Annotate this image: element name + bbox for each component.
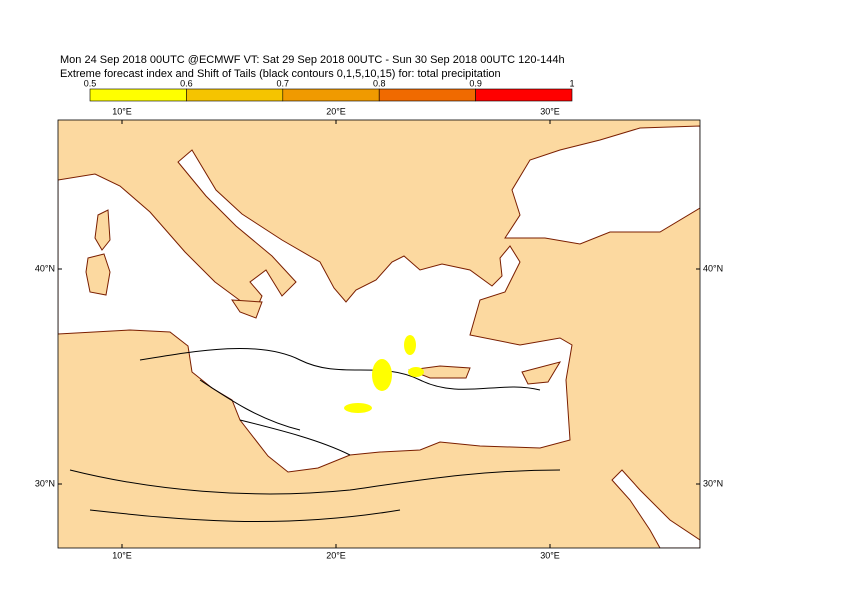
- lat-label: 30°N: [703, 478, 723, 488]
- lon-label: 30°E: [540, 106, 560, 116]
- colorbar-segment: [186, 88, 284, 102]
- lon-label: 10°E: [112, 106, 132, 116]
- map-axes: 10°E 10°E 20°E 20°E 30°E 30°E 40°N 40°N 30°N 30°N: [35, 106, 723, 560]
- map-frame: [57, 119, 701, 549]
- colorbar-label: 0.7: [277, 78, 290, 88]
- lon-label: 20°E: [326, 106, 346, 116]
- efi-area: [408, 367, 424, 377]
- island: [521, 361, 562, 385]
- colorbar: 0.5 0.6 0.7 0.8 0.9 1: [84, 78, 575, 102]
- island: [94, 209, 111, 251]
- red-sea: [611, 469, 700, 548]
- colorbar-label: 0.9: [469, 78, 482, 88]
- lon-label: 30°E: [540, 550, 560, 560]
- black-sea: [504, 125, 700, 245]
- lon-label: 20°E: [326, 550, 346, 560]
- island: [231, 299, 263, 319]
- mediterranean-sea: [58, 149, 573, 473]
- contour: [139, 348, 541, 456]
- colorbar-label: 1: [569, 78, 574, 88]
- colorbar-segment: [378, 88, 476, 102]
- efi-area: [404, 335, 416, 355]
- lon-label: 10°E: [112, 550, 132, 560]
- subtitle-line: Extreme forecast index and Shift of Tail…: [60, 68, 501, 80]
- island: [85, 253, 111, 296]
- colorbar-label: 0.6: [180, 78, 193, 88]
- map: [58, 120, 700, 548]
- contour: [69, 469, 561, 523]
- colorbar-segment: [282, 88, 380, 102]
- colorbar-label: 0.5: [84, 78, 97, 88]
- lat-label: 30°N: [35, 478, 55, 488]
- lat-label: 40°N: [35, 263, 55, 273]
- title-line: Mon 24 Sep 2018 00UTC @ECMWF VT: Sat 29 …: [60, 54, 565, 66]
- efi-area: [372, 359, 392, 391]
- colorbar-segment: [475, 88, 573, 102]
- colorbar-segment: [89, 88, 187, 102]
- island: [408, 365, 471, 379]
- efi-area: [344, 403, 372, 413]
- lat-label: 40°N: [703, 263, 723, 273]
- colorbar-label: 0.8: [373, 78, 386, 88]
